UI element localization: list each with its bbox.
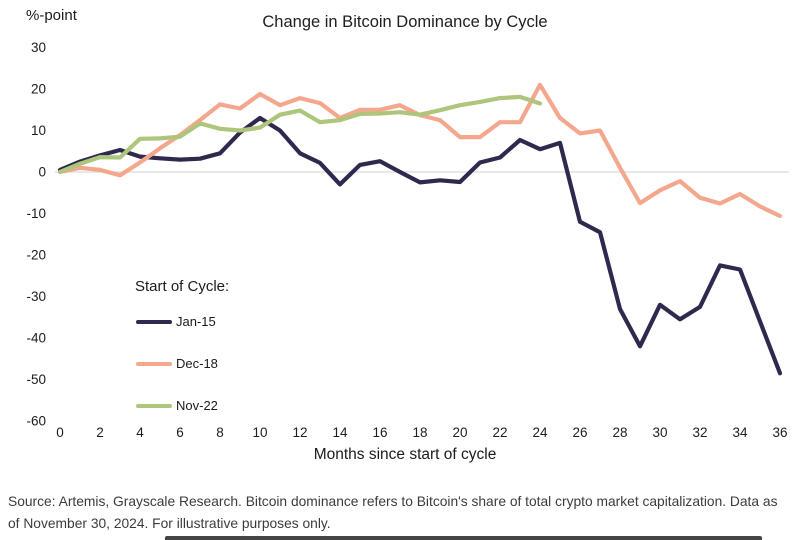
y-tick-label: -50 — [26, 372, 46, 387]
x-tick-label: 6 — [176, 425, 184, 440]
y-tick-label: 0 — [38, 165, 46, 180]
y-tick-label: 30 — [31, 40, 46, 55]
x-tick-label: 22 — [492, 425, 507, 440]
x-tick-label: 8 — [216, 425, 224, 440]
y-tick-label: 10 — [31, 123, 46, 138]
legend-heading: Start of Cycle: — [135, 278, 230, 295]
x-tick-label: 10 — [252, 425, 267, 440]
x-tick-label: 2 — [96, 425, 104, 440]
x-tick-label: 4 — [136, 425, 144, 440]
legend-swatch-nov-22 — [136, 403, 172, 408]
x-tick-label: 18 — [412, 425, 427, 440]
x-tick-label: 32 — [692, 425, 707, 440]
series-line-jan-15 — [57, 115, 783, 376]
legend-label-jan-15: Jan-15 — [176, 314, 216, 329]
legend-item-jan-15: Jan-15 — [136, 314, 216, 329]
y-tick-label: -20 — [26, 248, 46, 263]
x-tick-label: 24 — [532, 425, 548, 440]
x-tick-label: 16 — [372, 425, 387, 440]
series-line-nov-22 — [57, 94, 543, 175]
x-tick-label: 34 — [732, 425, 748, 440]
x-tick-label: 0 — [56, 425, 64, 440]
y-axis-unit-label: %-point — [26, 7, 77, 24]
x-tick-label: 20 — [452, 425, 467, 440]
x-axis-title: Months since start of cycle — [313, 446, 497, 463]
source-footnote: Source: Artemis, Grayscale Research. Bit… — [8, 494, 778, 531]
x-tick-label: 12 — [292, 425, 307, 440]
y-tick-label: -10 — [26, 206, 46, 221]
y-tick-label: 20 — [31, 82, 46, 97]
series-line-dec-18 — [57, 82, 783, 219]
x-tick-label: 28 — [612, 425, 627, 440]
x-tick-label: 26 — [572, 425, 587, 440]
legend-item-nov-22: Nov-22 — [136, 398, 218, 413]
y-tick-label: -30 — [26, 289, 46, 304]
y-tick-label: -40 — [26, 331, 46, 346]
legend-swatch-jan-15 — [136, 319, 172, 324]
legend-label-dec-18: Dec-18 — [176, 356, 218, 371]
y-tick-label: -60 — [26, 414, 46, 429]
legend-item-dec-18: Dec-18 — [136, 356, 218, 371]
x-tick-label: 14 — [332, 425, 348, 440]
legend-label-nov-22: Nov-22 — [176, 398, 218, 413]
legend-swatch-dec-18 — [136, 361, 172, 366]
chart-title: Change in Bitcoin Dominance by Cycle — [262, 13, 548, 31]
bottom-crop-bar — [165, 536, 762, 540]
x-tick-label: 30 — [652, 425, 667, 440]
x-tick-label: 36 — [772, 425, 787, 440]
